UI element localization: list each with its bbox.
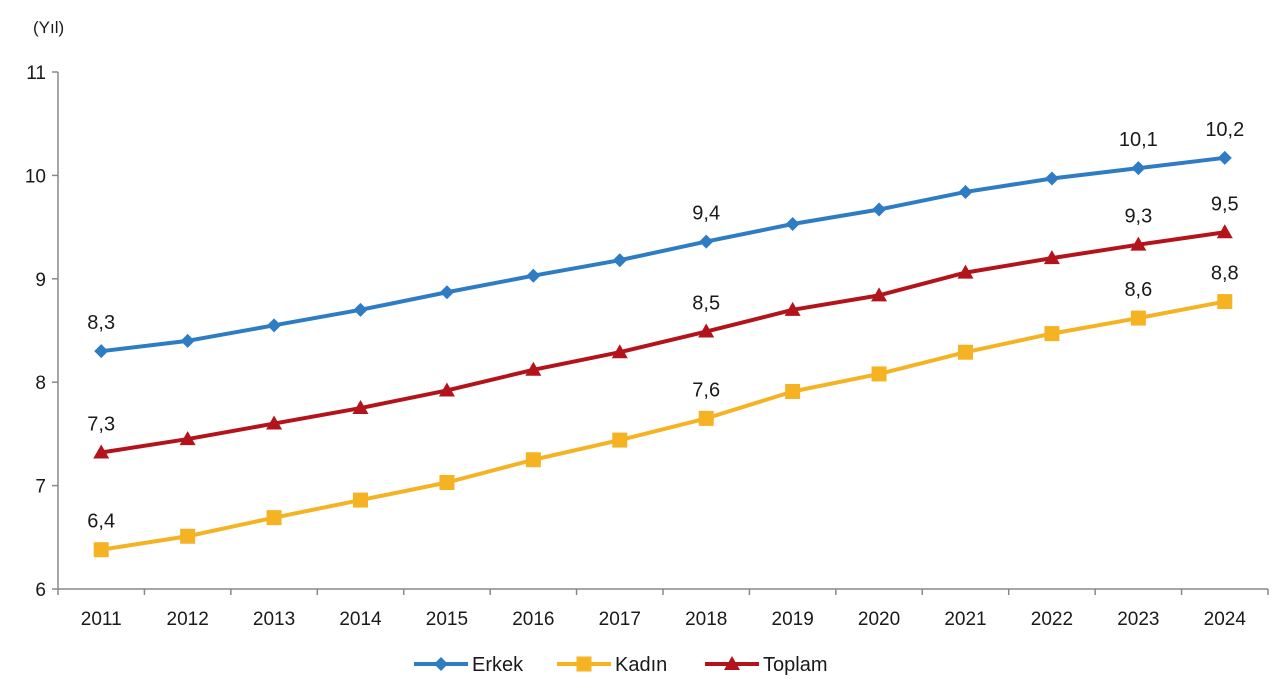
data-label-kadin: 7,6	[692, 379, 720, 401]
data-point-kadin	[266, 510, 282, 526]
data-point-kadin	[958, 344, 973, 360]
data-label-erkek: 10,2	[1205, 119, 1244, 141]
data-point-kadin	[871, 366, 887, 382]
data-point-erkek	[612, 253, 627, 268]
y-tick-label: 10	[25, 166, 46, 187]
data-point-toplam	[352, 400, 369, 415]
data-point-erkek	[1044, 171, 1059, 186]
data-label-kadin: 6,4	[87, 511, 115, 533]
legend: Erkek Kadın Toplam	[414, 654, 827, 676]
x-tick-label: 2019	[772, 609, 814, 630]
data-point-toplam	[525, 361, 542, 376]
data-point-kadin	[612, 432, 628, 448]
data-point-toplam	[1130, 236, 1147, 251]
data-point-erkek	[180, 333, 195, 348]
data-label-toplam: 8,5	[692, 293, 720, 315]
data-point-toplam	[871, 287, 888, 302]
data-point-kadin	[1044, 326, 1060, 342]
data-point-toplam	[957, 264, 974, 279]
data-point-toplam	[1216, 224, 1233, 239]
data-label-toplam: 7,3	[87, 414, 115, 436]
legend-item-erkek: Erkek	[414, 654, 524, 676]
data-label-erkek: 9,4	[692, 203, 720, 225]
data-point-erkek	[872, 202, 887, 217]
data-point-kadin	[93, 542, 109, 558]
data-point-erkek	[353, 302, 368, 317]
data-point-kadin	[180, 528, 196, 544]
x-tick-label: 2014	[339, 609, 382, 630]
x-tick-label: 2020	[858, 609, 900, 630]
data-point-erkek	[94, 344, 109, 359]
y-tick-label: 9	[35, 270, 46, 291]
data-point-erkek	[439, 285, 454, 300]
data-point-kadin	[353, 492, 368, 508]
data-label-erkek: 8,3	[87, 312, 115, 334]
legend-item-kadin: Kadın	[557, 654, 667, 676]
x-tick-label: 2024	[1204, 609, 1247, 630]
series-line-kadin	[100, 299, 1226, 552]
x-tick-label: 2018	[685, 609, 727, 630]
data-point-erkek	[785, 216, 800, 231]
data-label-toplam: 9,5	[1211, 193, 1239, 215]
legend-label: Toplam	[763, 654, 827, 676]
data-point-toplam	[611, 344, 628, 359]
legend-item-toplam: Toplam	[705, 654, 827, 676]
series-kadin: 6,4 7,6 8,6 8,8	[87, 263, 1239, 558]
y-tick-label: 7	[35, 477, 46, 498]
data-point-kadin	[785, 384, 801, 400]
data-label-toplam: 9,3	[1124, 206, 1152, 228]
y-tick-label: 6	[35, 580, 46, 601]
x-tick-label: 2023	[1117, 609, 1159, 630]
data-point-erkek	[699, 234, 714, 249]
data-point-kadin	[1130, 310, 1146, 326]
x-tick-label: 2011	[81, 609, 122, 630]
x-tick-label: 2017	[599, 609, 641, 630]
data-point-kadin	[698, 410, 714, 426]
legend-marker-toplam	[724, 656, 740, 670]
x-tick-label: 2013	[253, 609, 295, 630]
x-tick-label: 2022	[1031, 609, 1073, 630]
data-point-erkek	[958, 184, 973, 199]
legend-label: Erkek	[472, 654, 524, 676]
series-layer: 8,3 9,4 10,1 10,2 6,4 7,6 8,6 8,8 7,3 8,5 9,3 9,5	[87, 119, 1244, 558]
data-label-kadin: 8,6	[1124, 279, 1152, 301]
series-toplam: 7,3 8,5 9,3 9,5	[87, 193, 1239, 459]
y-tick-label: 8	[35, 373, 46, 394]
data-point-toplam	[438, 382, 455, 397]
data-point-erkek	[267, 318, 282, 333]
data-point-toplam	[179, 431, 196, 446]
legend-marker-erkek	[434, 657, 448, 671]
legend-label: Kadın	[615, 654, 667, 676]
data-point-toplam	[266, 415, 283, 430]
data-point-erkek	[1131, 161, 1146, 176]
data-label-kadin: 8,8	[1211, 263, 1239, 285]
series-line-toplam	[100, 230, 1226, 455]
data-point-toplam	[93, 444, 110, 459]
x-tick-label: 2015	[426, 609, 468, 630]
data-point-toplam	[784, 301, 801, 316]
x-tick-label: 2021	[944, 609, 986, 630]
y-tick-label: 11	[26, 63, 46, 84]
series-line-erkek	[100, 155, 1226, 354]
axes: 6 7 8 9 10 11 2011 2012 2013 2014 2015 2016 2017 2018…	[25, 63, 1269, 630]
y-axis-unit-label: (Yıl)	[33, 18, 64, 37]
x-tick-label: 2012	[167, 609, 209, 630]
x-tick-label: 2016	[512, 609, 554, 630]
data-point-toplam	[698, 323, 715, 338]
data-point-kadin	[439, 474, 455, 490]
data-point-kadin	[525, 452, 541, 468]
data-point-toplam	[1043, 250, 1060, 265]
series-erkek: 8,3 9,4 10,1 10,2	[87, 119, 1244, 359]
data-label-erkek: 10,1	[1119, 129, 1158, 151]
data-point-erkek	[1217, 150, 1232, 165]
data-point-erkek	[526, 268, 541, 283]
legend-marker-kadin	[576, 656, 592, 672]
data-point-kadin	[1217, 294, 1233, 310]
